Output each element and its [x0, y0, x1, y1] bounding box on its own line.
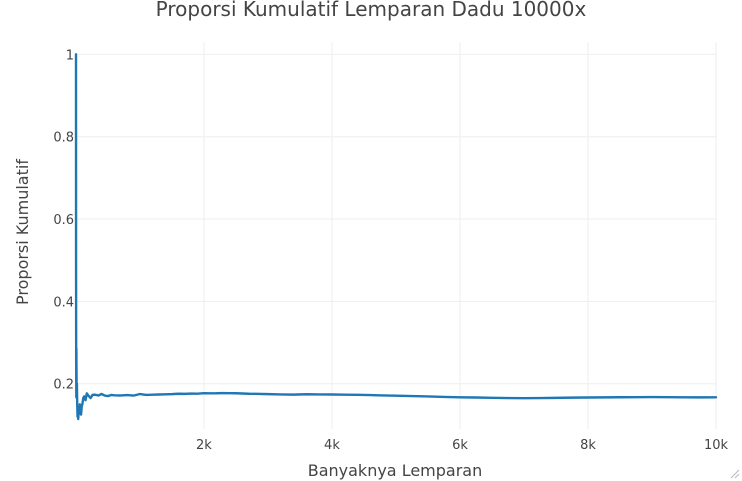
- x-tick-label: 4k: [324, 438, 340, 453]
- y-tick-label: 0.8: [53, 131, 74, 146]
- x-tick-label: 8k: [580, 438, 596, 453]
- x-tick-label: 2k: [196, 438, 212, 453]
- x-tick-label: 6k: [452, 438, 468, 453]
- y-tick-label: 0.6: [53, 213, 74, 228]
- y-axis-title: Proporsi Kumulatif: [13, 159, 32, 305]
- x-axis-title: Banyaknya Lemparan: [308, 461, 483, 480]
- x-axis-ticks: 2k 4k 6k 8k 10k: [196, 438, 728, 453]
- y-tick-label: 0.2: [53, 378, 74, 393]
- gridlines: [76, 42, 717, 429]
- series-layer: [74, 53, 718, 421]
- x-tick-label: 10k: [704, 438, 729, 453]
- resize-grip-icon[interactable]: [730, 469, 740, 479]
- chart-title: Proporsi Kumulatif Lemparan Dadu 10000x: [156, 0, 587, 21]
- y-tick-label: 0.4: [53, 295, 74, 310]
- y-axis-ticks: 0.2 0.4 0.6 0.8 1: [53, 48, 74, 392]
- y-tick-label: 1: [66, 48, 74, 63]
- series-line: [74, 53, 718, 421]
